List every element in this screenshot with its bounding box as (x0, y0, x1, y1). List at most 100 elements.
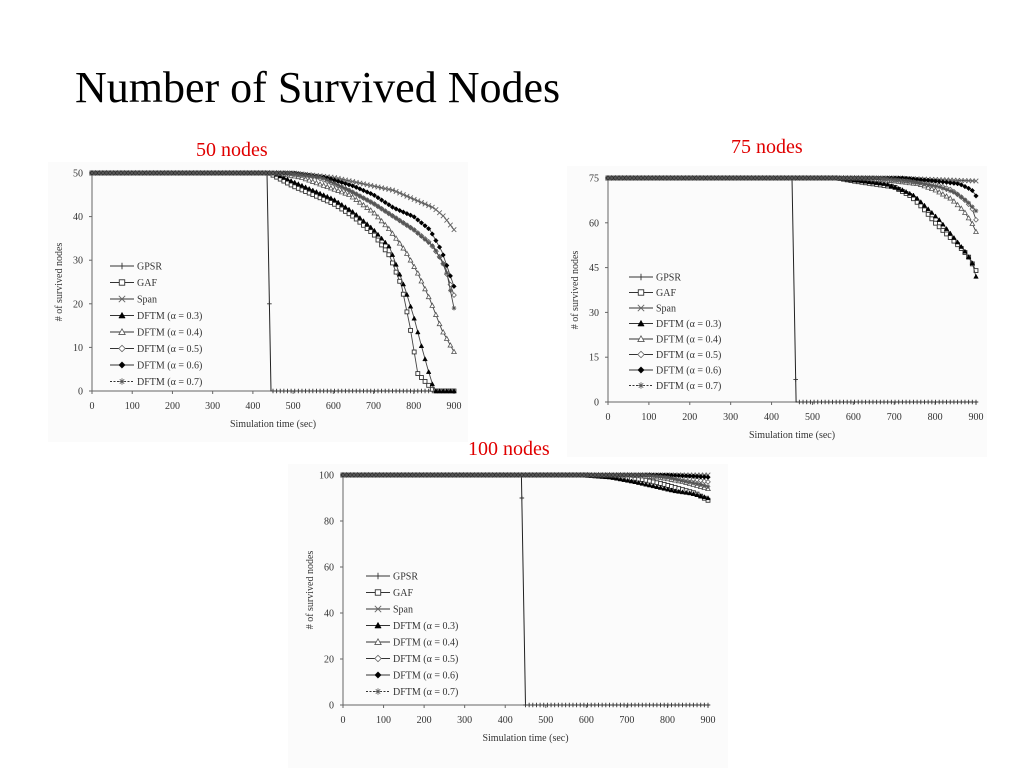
legend-label: DFTM (α = 0.4) (393, 638, 458, 649)
series-dftm-alpha-0-7 (605, 175, 979, 214)
data-point (756, 175, 762, 181)
data-point (404, 222, 410, 228)
data-point (658, 474, 663, 479)
x-tick-label: 0 (606, 412, 611, 423)
data-point (621, 477, 627, 482)
x-tick-label: 800 (406, 401, 421, 412)
data-point (705, 702, 711, 708)
legend-item-gaf: GAF (110, 278, 157, 289)
data-point (115, 170, 120, 176)
data-point (822, 175, 828, 181)
data-point (306, 173, 312, 179)
data-point (570, 472, 576, 478)
data-point (180, 170, 185, 176)
data-point (712, 175, 718, 181)
data-point (526, 472, 532, 478)
data-point (892, 177, 898, 182)
chart-50-nodes: 0 100 200 300 400 500 600 700 800 900 0 10 20 30 40 50 S… (54, 169, 462, 431)
data-point (411, 315, 417, 321)
data-point (369, 472, 375, 478)
data-point (386, 211, 392, 216)
data-point (144, 170, 149, 176)
x-tick-label: 700 (887, 412, 902, 423)
legend-item-span: Span (366, 605, 413, 616)
data-point (866, 179, 873, 185)
data-point (320, 192, 327, 198)
data-point (603, 472, 609, 478)
data-point (93, 170, 98, 176)
data-point (360, 218, 367, 224)
y-tick-label: 10 (73, 343, 83, 354)
data-point (610, 472, 616, 478)
legend-item-dftm-alpha-0-4: DFTM (α = 0.4) (629, 335, 721, 346)
data-point (205, 170, 211, 176)
y-tick-label: 80 (324, 517, 334, 528)
legend-label: DFTM (α = 0.3) (393, 621, 458, 632)
data-point (884, 181, 891, 187)
data-point (914, 195, 920, 201)
data-point (331, 186, 338, 192)
data-point (263, 170, 269, 176)
y-tick-label: 0 (78, 387, 83, 398)
data-point (970, 204, 975, 210)
data-point (925, 206, 931, 212)
data-point (925, 184, 932, 190)
data-point (624, 175, 629, 181)
data-point (442, 472, 448, 478)
x-tick-label: 400 (245, 401, 260, 412)
data-point (877, 180, 884, 186)
data-point (267, 170, 272, 176)
data-point (270, 170, 276, 176)
data-point (399, 472, 404, 478)
data-point (727, 175, 732, 181)
data-point (914, 180, 920, 185)
data-point (973, 273, 979, 279)
data-point (870, 175, 876, 181)
data-point (687, 479, 693, 485)
data-point (302, 175, 309, 182)
data-point (943, 193, 950, 199)
data-point (364, 204, 371, 210)
data-point (339, 201, 345, 207)
data-point (335, 199, 341, 205)
x-tick-label: 300 (457, 715, 472, 726)
data-point (745, 175, 751, 181)
data-point (966, 200, 971, 206)
data-point (951, 180, 957, 186)
data-point (418, 199, 425, 206)
data-point (432, 311, 439, 317)
data-point (973, 228, 979, 234)
series-dftm-alpha-0-7 (89, 170, 457, 311)
data-point (384, 472, 390, 478)
data-point (346, 206, 352, 212)
data-point (609, 175, 614, 181)
data-point (212, 170, 218, 176)
data-point (400, 281, 407, 287)
data-point (741, 175, 747, 181)
data-point (878, 175, 883, 181)
data-point (771, 175, 776, 181)
data-point (804, 175, 810, 181)
data-point (397, 278, 403, 284)
data-point (928, 185, 935, 191)
data-point (657, 484, 664, 490)
data-point (752, 175, 758, 181)
data-point (628, 478, 635, 484)
data-point (866, 175, 872, 181)
data-point (632, 479, 638, 484)
page-title: Number of Survived Nodes (75, 63, 561, 112)
data-point (404, 193, 410, 199)
data-point (351, 472, 357, 478)
legend-item-dftm-alpha-0-6: DFTM (α = 0.6) (366, 671, 458, 682)
data-point (368, 199, 374, 205)
data-point (426, 202, 432, 209)
data-point (429, 204, 435, 210)
legend-marker (118, 361, 126, 369)
data-point (719, 175, 725, 181)
data-point (375, 213, 381, 220)
legend-label: DFTM (α = 0.4) (656, 335, 721, 346)
data-point (940, 179, 946, 185)
legend-label: DFTM (α = 0.5) (656, 350, 721, 361)
data-point (122, 170, 127, 176)
data-point (639, 480, 646, 486)
